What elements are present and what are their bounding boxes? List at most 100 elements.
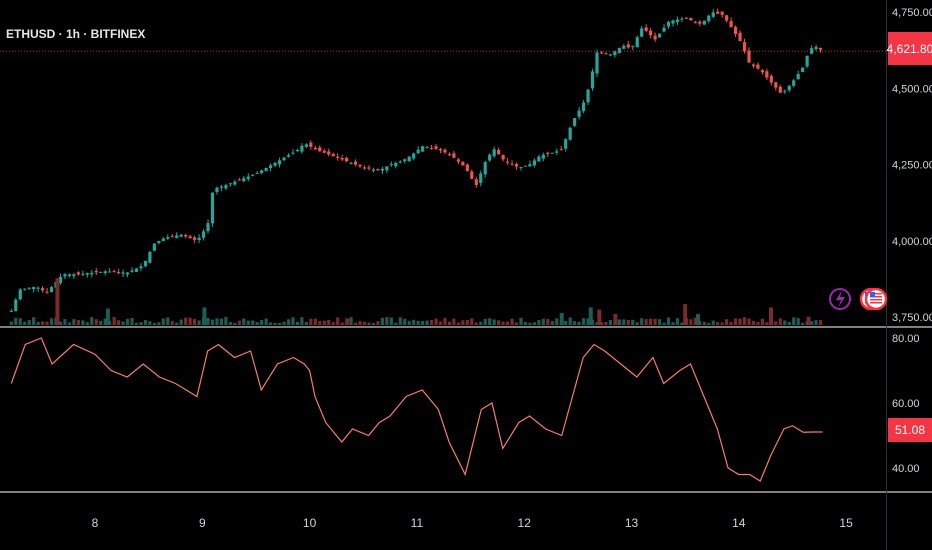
candle-body — [443, 150, 446, 153]
candle-body — [309, 143, 312, 147]
volume-bar — [569, 317, 572, 325]
volume-bar — [126, 319, 129, 325]
candle-body — [224, 185, 227, 188]
candle-body — [560, 149, 563, 150]
volume-bar — [363, 322, 366, 325]
volume-bar — [37, 322, 40, 325]
candle-body — [542, 155, 545, 159]
volume-bar — [430, 320, 433, 325]
volume-bar — [501, 322, 504, 325]
volume-bar — [117, 320, 120, 325]
volume-bar — [72, 319, 75, 325]
volume-bar — [425, 321, 428, 325]
candle-body — [501, 155, 504, 160]
volume-bar — [604, 322, 607, 325]
candle-body — [77, 272, 80, 274]
flag-stripe — [870, 299, 882, 301]
volume-bar — [247, 321, 250, 325]
candle-body — [300, 146, 303, 152]
volume-bar — [381, 318, 384, 325]
candle-body — [537, 157, 540, 162]
candle-body — [457, 159, 460, 161]
candle-body — [372, 169, 375, 170]
volume-bar — [546, 319, 549, 325]
volume-bar — [412, 320, 415, 325]
volume-bar — [300, 317, 303, 325]
event-markers — [830, 289, 886, 309]
candle-body — [533, 160, 536, 165]
volume-bar — [609, 320, 612, 325]
volume-bar — [376, 321, 379, 325]
volume-bar — [162, 318, 165, 325]
volume-bar — [819, 320, 822, 325]
candle-body — [32, 287, 35, 289]
volume-bar — [278, 323, 281, 325]
candle-body — [332, 154, 335, 156]
volume-bar — [399, 317, 402, 325]
candle-body — [305, 144, 308, 146]
rsi-line — [11, 338, 822, 481]
candle-body — [586, 90, 589, 102]
volume-bar — [394, 323, 397, 325]
volume-bar — [519, 318, 522, 325]
volume-bar — [537, 320, 540, 325]
volume-bar — [106, 309, 110, 326]
volume-bar — [761, 319, 764, 325]
candle-body — [801, 68, 804, 72]
volume-bar — [703, 322, 706, 325]
candle-body — [197, 238, 200, 240]
volume-bar — [287, 319, 290, 325]
candle-body — [510, 164, 513, 165]
candle-body — [126, 273, 129, 275]
volume-bar — [68, 322, 71, 325]
candle-body — [19, 289, 22, 299]
candle-body — [667, 22, 670, 27]
volume-bar — [734, 318, 737, 325]
candle-body — [761, 70, 764, 72]
volume-bar — [358, 321, 361, 325]
candle-body — [806, 56, 809, 67]
volume-bar — [184, 318, 187, 325]
candle-body — [752, 65, 755, 67]
volume-bar — [662, 323, 665, 325]
candle-body — [680, 19, 683, 20]
candle-body — [287, 155, 290, 157]
candle-body — [148, 252, 151, 263]
candle-body — [86, 273, 89, 275]
candle-body — [14, 300, 17, 311]
candle-body — [609, 54, 612, 55]
volume-bar — [345, 318, 349, 325]
candle-body — [814, 47, 817, 49]
candle-body — [265, 168, 268, 171]
candle-body — [524, 166, 527, 167]
candle-body — [189, 236, 192, 238]
candle-body — [45, 292, 48, 293]
volume-bar — [197, 321, 200, 325]
volume-bar — [712, 321, 715, 325]
candle-body — [555, 151, 558, 152]
volume-bar — [408, 321, 411, 325]
candle-body — [211, 193, 214, 224]
volume-bar — [738, 319, 741, 325]
volume-bar — [417, 321, 420, 325]
volume-bar — [730, 322, 733, 325]
volume-bar — [671, 322, 674, 325]
volume-bar — [224, 317, 227, 325]
candle-body — [743, 42, 746, 51]
volume-bar — [564, 321, 567, 325]
candle-body — [363, 167, 366, 168]
volume-bar — [354, 323, 357, 325]
candle-body — [184, 235, 187, 236]
candle-body — [327, 151, 330, 154]
candle-body — [260, 170, 263, 173]
volume-bar — [81, 320, 84, 325]
volume-bar — [372, 323, 375, 325]
volume-bar — [220, 319, 223, 325]
price-tick-label: 4,000.00 — [892, 236, 932, 248]
rsi-value-tag: 51.08 — [888, 418, 932, 442]
volume-bar — [779, 318, 782, 325]
volume-bar — [390, 318, 393, 325]
volume-bar — [814, 320, 817, 325]
volume-bar — [291, 317, 294, 325]
